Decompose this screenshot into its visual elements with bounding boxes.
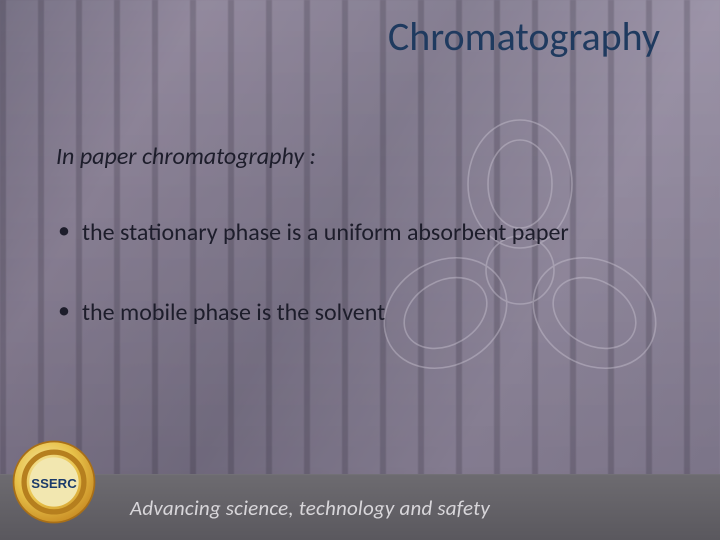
footer-tagline: Advancing science, technology and safety (130, 495, 490, 521)
sserc-logo: SSERC (10, 438, 98, 526)
footer-bar: Advancing science, technology and safety (0, 474, 720, 540)
logo-text: SSERC (31, 476, 77, 491)
slide-title: Chromatography (388, 12, 660, 61)
list-item: the stationary phase is a uniform absorb… (56, 218, 630, 248)
slide-subtitle: In paper chromatography : (56, 142, 316, 171)
list-item: the mobile phase is the solvent (56, 298, 630, 328)
bullet-list: the stationary phase is a uniform absorb… (56, 218, 630, 378)
slide: Chromatography In paper chromatography :… (0, 0, 720, 540)
